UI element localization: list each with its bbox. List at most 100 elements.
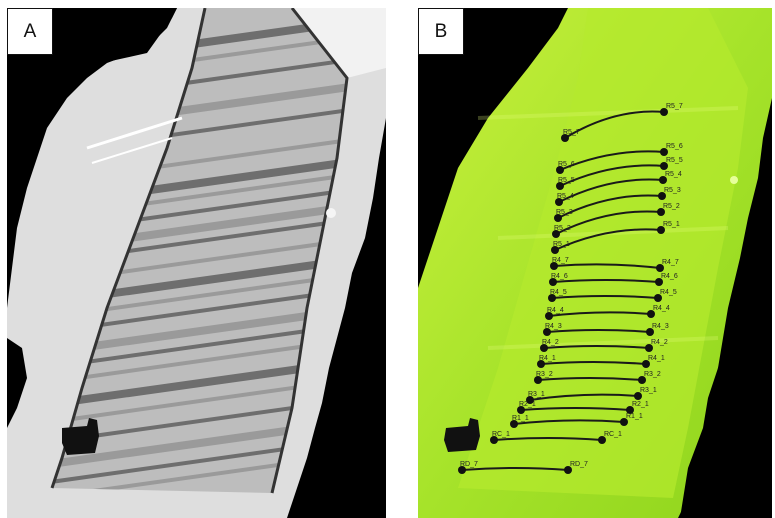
transect-endpoint	[458, 466, 466, 474]
transect-endpoint	[561, 134, 569, 142]
transect-label: R4_6	[551, 273, 568, 280]
panel-a-bottom-left	[7, 338, 27, 428]
transect-endpoint	[551, 246, 559, 254]
panel-a-stripe	[52, 318, 347, 375]
transect-line	[461, 467, 569, 471]
transect-line	[520, 407, 631, 411]
transect-label: R5_2	[554, 225, 571, 232]
transect-endpoint	[556, 166, 564, 174]
transect-label: R4_7	[662, 259, 679, 266]
transect-endpoint	[540, 344, 548, 352]
panel-a-stripe	[52, 301, 347, 362]
transect-endpoint	[548, 294, 556, 302]
transect-endpoint	[657, 208, 665, 216]
transect-line	[493, 437, 603, 441]
transect-endpoint	[620, 418, 628, 426]
panel-b-label: B	[418, 8, 464, 55]
transect-line	[552, 279, 660, 283]
panel-a-stripe	[52, 353, 347, 414]
transect-label: R5_4	[665, 171, 682, 178]
transect-endpoint	[510, 420, 518, 428]
transect-label: R2_1	[632, 401, 649, 408]
panel-a-object	[62, 418, 99, 455]
transect-endpoint	[657, 226, 665, 234]
transect-label: R4_6	[661, 273, 678, 280]
transect-label: R2_1	[519, 401, 536, 408]
transect-label: RD_7	[460, 461, 478, 468]
transect-label: R5_4	[557, 193, 574, 200]
panel-a-stripe	[52, 373, 347, 430]
transect-endpoint	[490, 436, 498, 444]
transect-label: R5_7	[563, 129, 580, 136]
transect-label: RD_7	[570, 461, 588, 468]
panel-a-right-steps	[287, 118, 386, 518]
transect-label: R4_2	[651, 339, 668, 346]
transect-endpoint	[517, 406, 525, 414]
transect-line	[554, 228, 662, 251]
panel-a-stripe	[52, 333, 347, 390]
panel-b-bright-spot	[730, 176, 738, 184]
transect-label: R5_7	[666, 103, 683, 110]
transect-label: R5_1	[663, 221, 680, 228]
transect-label: R4_3	[545, 323, 562, 330]
transect-endpoint	[537, 360, 545, 368]
transect-endpoint	[556, 182, 564, 190]
transect-label: R3_2	[536, 371, 553, 378]
transect-endpoint	[634, 392, 642, 400]
transect-endpoint	[656, 264, 664, 272]
transect-line	[553, 263, 661, 269]
transect-label: R4_1	[539, 355, 556, 362]
transect-endpoint	[646, 328, 654, 336]
transect-label: R1_1	[512, 415, 529, 422]
transect-endpoint	[552, 230, 560, 238]
panel-b-transects: R5_7 R5_7 R5_6 R5_6 R5_5 R5_5 R5_4 R5_4 R5_3 R5_3…	[458, 103, 683, 474]
panel-b-scan: R5_7 R5_7 R5_6 R5_6 R5_5 R5_5 R5_4 R5_4 R5_3 R5_3…	[418, 8, 772, 518]
transect-endpoint	[660, 108, 668, 116]
transect-endpoint	[642, 360, 650, 368]
transect-label: R4_7	[552, 257, 569, 264]
transect-line	[540, 361, 647, 365]
transect-line	[513, 419, 625, 425]
transect-endpoint	[554, 214, 562, 222]
transect-endpoint	[564, 466, 572, 474]
transect-label: R4_5	[550, 289, 567, 296]
transect-endpoint	[647, 310, 655, 318]
transect-endpoint	[626, 406, 634, 414]
transect-label: R5_3	[664, 187, 681, 194]
transect-endpoint	[598, 436, 606, 444]
panel-b-corridor	[458, 8, 748, 498]
panel-a-corridor-outline-right	[270, 8, 349, 494]
transect-endpoint	[654, 294, 662, 302]
transect-line	[543, 345, 650, 349]
transect-endpoint	[638, 376, 646, 384]
panel-a-left-edge	[7, 8, 177, 308]
transect-endpoint	[655, 278, 663, 286]
panel-b-object	[444, 418, 480, 452]
transect-label: R5_2	[663, 203, 680, 210]
transect-label: R4_2	[542, 339, 559, 346]
transect-label: R4_5	[660, 289, 677, 296]
transect-endpoint	[534, 376, 542, 384]
transect-line	[548, 311, 652, 317]
transect-label: RC_1	[604, 431, 622, 438]
panel-a-bright-spot	[326, 208, 336, 218]
transect-line	[559, 150, 665, 171]
panel-a-upper-stripe-2	[91, 137, 173, 164]
transect-label: R4_1	[648, 355, 665, 362]
transect-label: RC_1	[492, 431, 510, 438]
transect-label: R3_1	[640, 387, 657, 394]
transect-line	[564, 110, 665, 139]
transect-label: R3_1	[528, 391, 545, 398]
transect-label: R4_4	[653, 305, 670, 312]
transect-line	[546, 329, 651, 333]
transect-line	[559, 164, 665, 187]
transect-label: R5_1	[553, 241, 570, 248]
transect-label: R4_4	[547, 307, 564, 314]
transect-label: R5_6	[558, 161, 575, 168]
transect-label: R5_3	[556, 209, 573, 216]
transect-endpoint	[658, 192, 666, 200]
transect-line	[555, 210, 662, 235]
panel-a-grayscale-image: A	[7, 8, 386, 518]
panel-a-label: A	[7, 8, 53, 55]
transect-label: R1_1	[626, 413, 643, 420]
